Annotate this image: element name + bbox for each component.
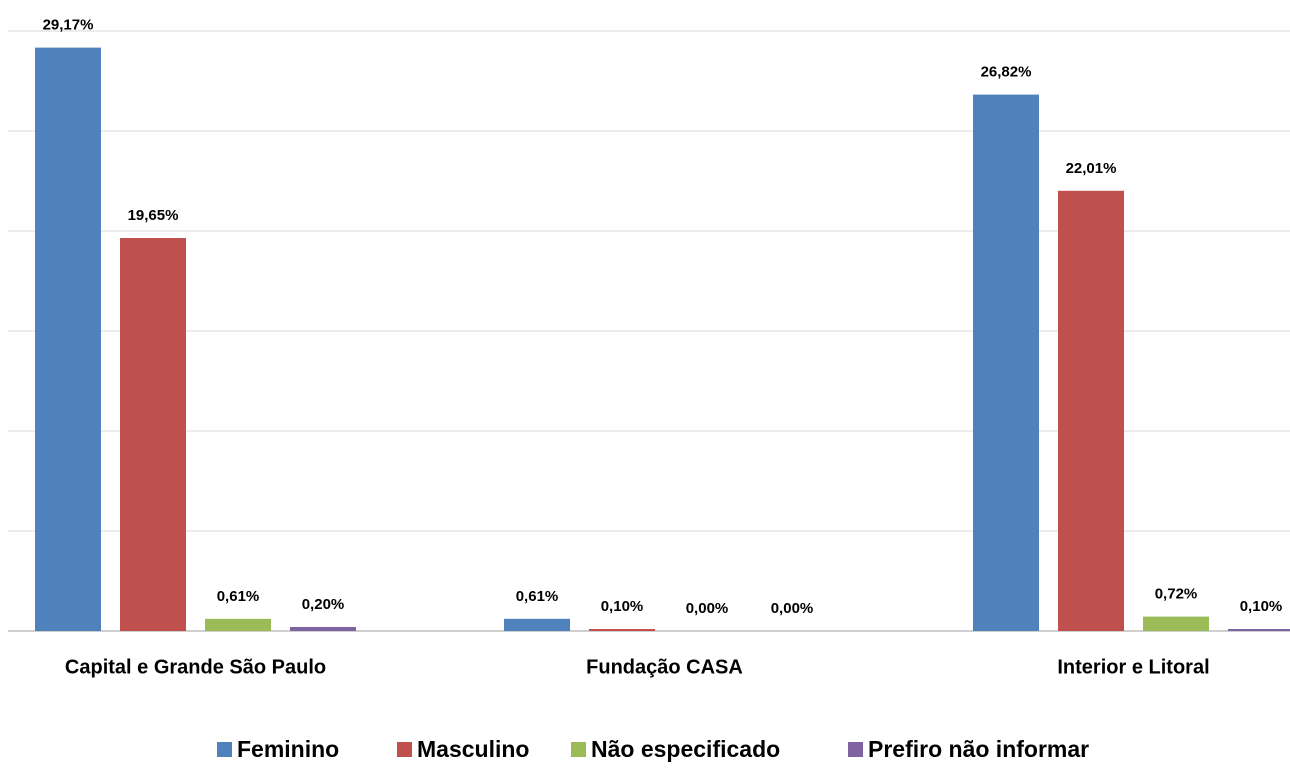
- legend-label: Feminino: [237, 736, 339, 762]
- bar: [973, 94, 1039, 632]
- legend-swatch: [848, 742, 863, 757]
- legend-label: Prefiro não informar: [868, 736, 1089, 762]
- bar: [1143, 616, 1209, 631]
- legend-swatch: [571, 742, 586, 757]
- data-label: 0,10%: [601, 598, 644, 615]
- bar: [1228, 629, 1290, 631]
- bar: [35, 47, 101, 632]
- x-tick-label: Interior e Litoral: [1057, 656, 1209, 678]
- legend-label: Não especificado: [591, 736, 780, 762]
- data-label: 0,10%: [1240, 598, 1283, 615]
- data-label: 0,20%: [302, 596, 345, 613]
- legend-swatch: [217, 742, 232, 757]
- data-label: 0,61%: [516, 588, 559, 605]
- bar: [205, 618, 271, 631]
- bar: [1058, 190, 1124, 632]
- legend-swatch: [397, 742, 412, 757]
- data-label: 0,72%: [1155, 586, 1198, 603]
- data-label: 26,82%: [981, 64, 1032, 81]
- x-tick-label: Fundação CASA: [586, 656, 743, 678]
- legend-label: Masculino: [417, 736, 529, 762]
- data-label: 0,00%: [686, 600, 729, 617]
- data-label: 0,00%: [771, 600, 814, 617]
- bar: [290, 627, 356, 631]
- data-label: 0,61%: [217, 588, 260, 605]
- bar: [589, 629, 655, 631]
- data-label: 22,01%: [1066, 160, 1117, 177]
- bar: [504, 618, 570, 631]
- data-label: 19,65%: [128, 207, 179, 224]
- data-label: 29,17%: [43, 17, 94, 34]
- bar: [120, 238, 186, 631]
- x-tick-label: Capital e Grande São Paulo: [65, 656, 326, 678]
